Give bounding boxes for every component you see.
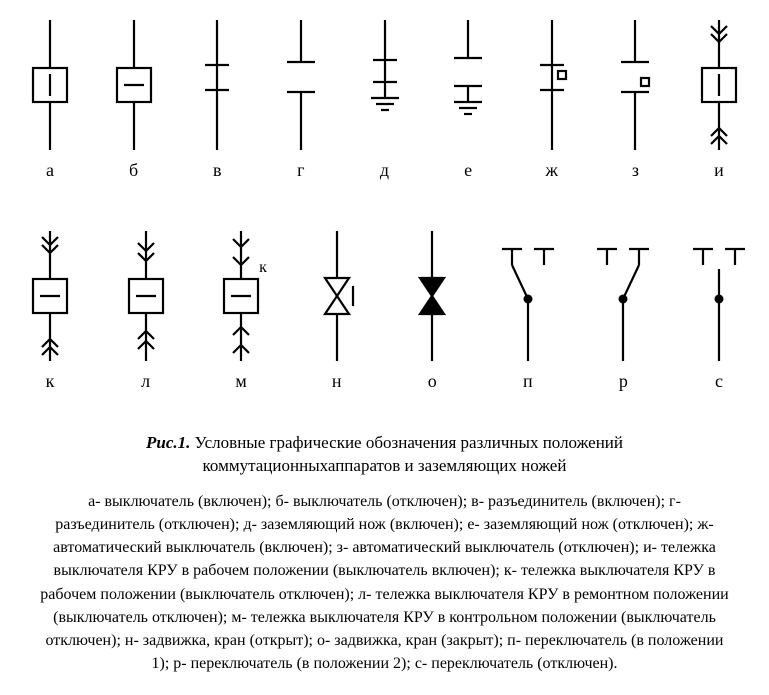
symbol-b: б [104, 20, 164, 181]
symbol-svg-truck_work_on [689, 20, 749, 150]
caption-title: Рис.1. [146, 433, 190, 452]
symbol-label: е [464, 160, 472, 181]
symbol-d: д [355, 20, 415, 181]
symbol-svg-valve_open [307, 231, 367, 361]
symbol-label: ж [546, 160, 558, 181]
symbol-svg-ground_closed [355, 20, 415, 150]
symbol-svg-disconnect_off [271, 20, 331, 150]
symbol-label: н [332, 371, 342, 392]
symbol-svg-switch_pos1 [498, 231, 558, 361]
symbol-n: н [307, 231, 367, 392]
symbol-o: о [402, 231, 462, 392]
symbol-svg-truck_control [211, 231, 271, 361]
figure-legend: а- выключатель (включен); б- выключатель… [20, 490, 749, 676]
symbol-p: п [498, 231, 558, 392]
symbol-svg-truck_work_off [20, 231, 80, 361]
symbol-r: р [593, 231, 653, 392]
symbol-a: а [20, 20, 80, 181]
symbol-z: з [605, 20, 665, 181]
symbol-label: г [297, 160, 304, 181]
symbol-side-label: к [259, 259, 267, 277]
symbol-zh: ж [522, 20, 582, 181]
symbol-label: р [619, 371, 628, 392]
symbol-label: к [46, 371, 55, 392]
caption-text: Условные графические обозначения различн… [195, 433, 623, 475]
symbol-i: и [689, 20, 749, 181]
symbol-svg-disconnect_on [187, 20, 247, 150]
symbol-v: в [187, 20, 247, 181]
symbol-svg-truck_repair [116, 231, 176, 361]
symbol-label: м [235, 371, 246, 392]
symbol-label: а [46, 160, 54, 181]
symbol-svg-auto_off [605, 20, 665, 150]
symbol-row-1: а б в г д е ж з и [20, 20, 749, 181]
symbol-grid: абвгдежзи клкмнопрс [20, 20, 749, 392]
figure-caption: Рис.1. Условные графические обозначения … [60, 432, 709, 478]
symbol-svg-ground_open [438, 20, 498, 150]
symbol-svg-auto_on [522, 20, 582, 150]
symbol-s: с [689, 231, 749, 392]
symbol-label: с [715, 371, 723, 392]
symbol-svg-switch_off [689, 231, 749, 361]
symbol-label: в [213, 160, 222, 181]
symbol-svg-breaker_off [104, 20, 164, 150]
symbol-svg-valve_closed [402, 231, 462, 361]
symbol-k: к [20, 231, 80, 392]
symbol-label: п [523, 371, 533, 392]
symbol-label: и [714, 160, 724, 181]
symbol-label: л [141, 371, 150, 392]
symbol-label: б [129, 160, 138, 181]
symbol-l: л [116, 231, 176, 392]
symbol-m: км [211, 231, 271, 392]
symbol-label: о [428, 371, 437, 392]
symbol-e: е [438, 20, 498, 181]
symbol-label: з [632, 160, 639, 181]
symbol-label: д [380, 160, 389, 181]
symbol-g: г [271, 20, 331, 181]
symbol-svg-switch_pos2 [593, 231, 653, 361]
symbol-row-2: клкмнопрс [20, 231, 749, 392]
symbol-svg-breaker_on [20, 20, 80, 150]
